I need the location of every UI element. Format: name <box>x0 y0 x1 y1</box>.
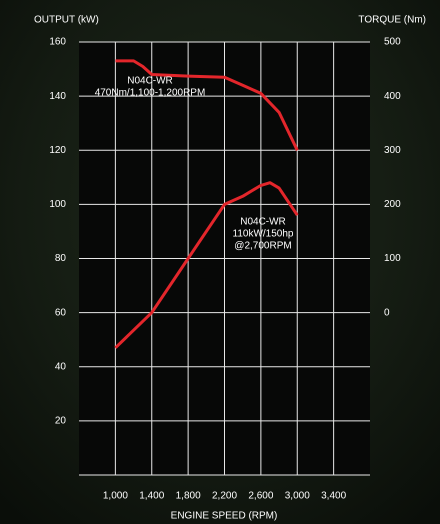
series-line <box>115 59 299 151</box>
y-tick-label: 60 <box>55 307 67 318</box>
annotation: N04C-WR <box>240 217 286 228</box>
y-tick-label: 20 <box>55 416 67 427</box>
annotation: @2,700RPM <box>234 241 291 252</box>
y-tick-label: 120 <box>49 145 66 156</box>
annotation: 110kW/150hp <box>233 229 294 240</box>
x-axis-title: ENGINE SPEED (RPM) <box>171 511 278 522</box>
y-axis-title: OUTPUT (kW) <box>34 15 99 26</box>
annotation: N04C-WR <box>127 76 173 87</box>
x-tick-label: 1,400 <box>139 491 164 502</box>
y-tick-label: 80 <box>55 253 67 264</box>
x-tick-label: 2,600 <box>248 491 273 502</box>
x-tick-label: 1,000 <box>103 491 128 502</box>
y2-tick-label: 500 <box>384 37 401 48</box>
y2-tick-label: 200 <box>384 199 401 210</box>
x-tick-label: 3,000 <box>285 491 310 502</box>
x-tick-label: 2,200 <box>212 491 237 502</box>
y2-tick-label: 100 <box>384 253 401 264</box>
annotation: 470Nm/1,100-1,200RPM <box>95 88 206 99</box>
y-tick-label: 160 <box>49 37 66 48</box>
y-tick-label: 140 <box>49 91 66 102</box>
y2-tick-label: 300 <box>384 145 401 156</box>
x-tick-label: 3,400 <box>321 491 346 502</box>
y-tick-label: 100 <box>49 199 66 210</box>
y-tick-label: 40 <box>55 361 67 372</box>
y2-tick-label: 400 <box>384 91 401 102</box>
y2-axis-title: TORQUE (Nm) <box>358 15 426 26</box>
x-tick-label: 1,800 <box>176 491 201 502</box>
y2-tick-label: 0 <box>384 307 390 318</box>
series-line <box>114 181 299 349</box>
